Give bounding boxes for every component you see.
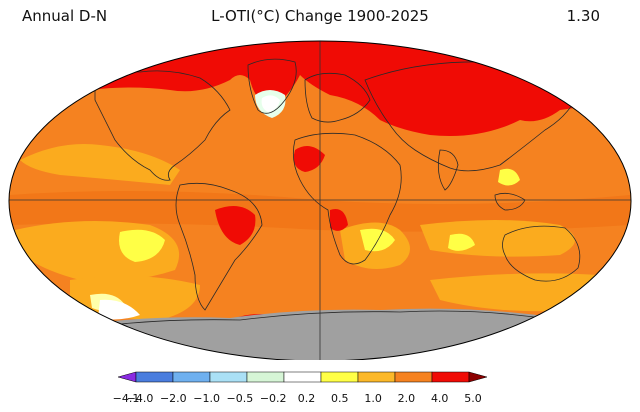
temperature-anomaly-map: [8, 40, 632, 360]
legend-swatch: [431, 371, 470, 383]
legend-swatch-high-cap: [468, 371, 488, 383]
legend-tick-label: 4.0: [430, 392, 449, 405]
legend-tick-label: 0.5: [331, 392, 349, 405]
coastline-north-america: [94, 70, 231, 181]
legend-swatch: [246, 371, 285, 383]
coastline-india: [437, 149, 459, 191]
coastline-south-america: [175, 182, 263, 311]
legend-swatch: [172, 371, 211, 383]
indian-ocean-light: [420, 220, 575, 257]
legend-swatch: [283, 371, 322, 383]
legend-tick-label: −1.0: [193, 392, 220, 405]
map-header: Annual D-N L-OTI(°C) Change 1900-2025 1.…: [0, 4, 640, 26]
map-title: L-OTI(°C) Change 1900-2025: [211, 7, 429, 25]
global-mean-value: 1.30: [566, 7, 600, 25]
yellow-patch-asia: [498, 168, 520, 186]
legend-tick-label: 0.2: [297, 392, 316, 405]
coastline-greenland: [247, 58, 297, 114]
legend-tick-label: 5.0: [464, 392, 482, 405]
color-legend: −4.1 −4.0 −2.0 −1.0 −0.5 −0.2 0.2 0.5 1.0 2.0 4.0 5…: [0, 360, 640, 412]
legend-swatch: [209, 371, 248, 383]
coastline-africa: [292, 132, 402, 265]
coastline-australia: [502, 225, 581, 282]
legend-swatch-low-cap: [117, 371, 137, 383]
red-patch-central-africa: [330, 209, 348, 231]
map-outline: [8, 40, 632, 360]
legend-swatch: [394, 371, 433, 383]
legend-tick-label: −0.2: [259, 392, 287, 405]
legend-tick-label: 1.0: [364, 392, 382, 405]
legend-tick-label: 2.0: [397, 392, 416, 405]
east-pacific-north-light: [20, 144, 180, 185]
coastline-europe: [304, 72, 371, 123]
yellow-patch-africa: [360, 228, 395, 252]
period-label: Annual D-N: [22, 7, 108, 25]
southern-indian-light: [430, 273, 603, 312]
legend-tick-label: −4.0: [126, 392, 154, 405]
south-pacific-white-patch: [98, 299, 140, 320]
legend-swatch: [357, 371, 396, 383]
red-patch-brazil: [215, 206, 256, 245]
legend-swatch: [135, 371, 174, 383]
legend-colorbar: [117, 371, 488, 383]
yellow-patch-indian: [448, 233, 475, 251]
legend-tick-label: −4.1: [112, 392, 140, 405]
legend-tick-label: −2.0: [159, 392, 187, 405]
legend-swatch: [320, 371, 359, 383]
coastline-indonesia: [494, 192, 526, 211]
legend-tick-label: −0.5: [226, 392, 254, 405]
yellow-patch-pacific: [119, 229, 165, 262]
red-patch-sahara: [293, 146, 325, 172]
greenland-white-core: [261, 95, 280, 112]
